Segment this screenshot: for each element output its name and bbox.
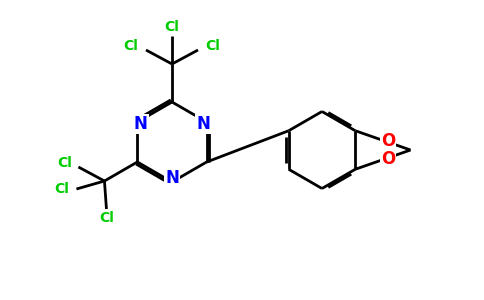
Text: Cl: Cl bbox=[54, 182, 69, 196]
Text: Cl: Cl bbox=[206, 39, 220, 53]
Text: Cl: Cl bbox=[123, 39, 138, 53]
Text: Cl: Cl bbox=[99, 211, 114, 225]
Text: Cl: Cl bbox=[165, 20, 180, 34]
Text: O: O bbox=[381, 132, 395, 150]
Text: O: O bbox=[381, 150, 395, 168]
Text: N: N bbox=[134, 115, 148, 133]
Text: N: N bbox=[196, 115, 210, 133]
Text: Cl: Cl bbox=[57, 156, 72, 170]
Text: N: N bbox=[165, 169, 179, 187]
